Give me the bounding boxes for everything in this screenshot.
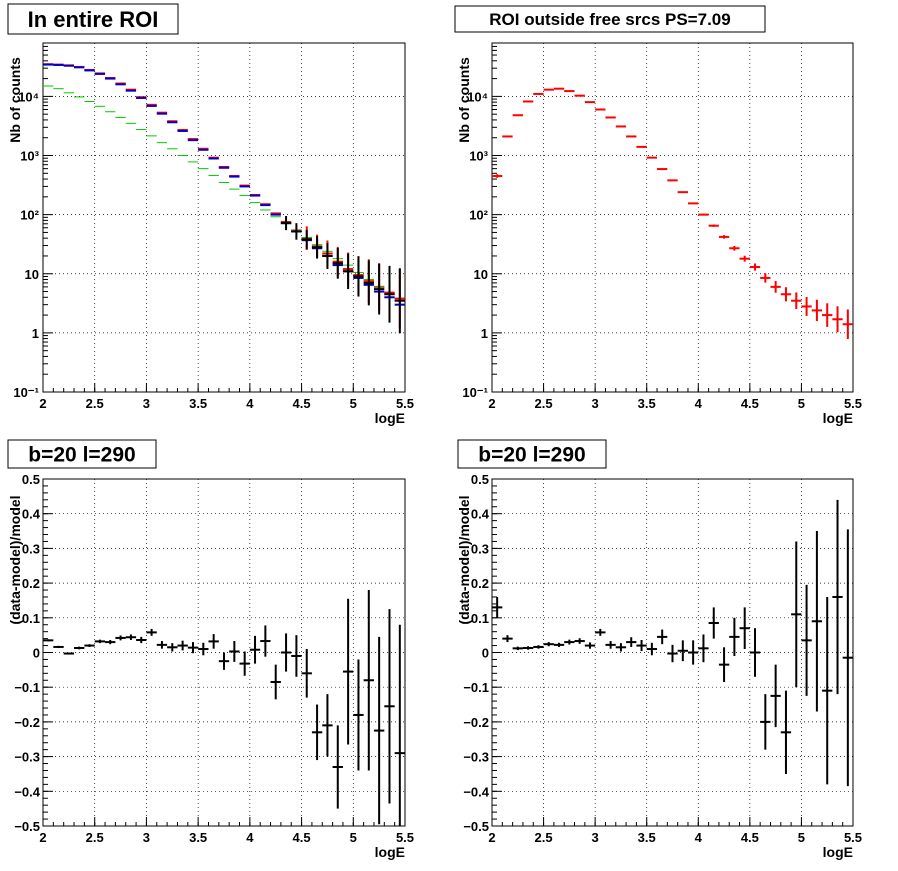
x-tick-label: 2 <box>488 396 495 411</box>
y-tick-label: −0.4 <box>14 784 40 799</box>
x-tick-label: 3.5 <box>189 830 207 845</box>
x-tick-label: 3.5 <box>638 830 656 845</box>
y-axis-label: Nb of counts <box>456 57 472 143</box>
x-tick-label: 5 <box>798 830 805 845</box>
y-axis-label: Nb of counts <box>7 57 23 143</box>
y-tick-label: 10⁻¹ <box>13 385 39 400</box>
x-tick-label: 2 <box>39 830 46 845</box>
y-tick-label: 0.1 <box>471 611 489 626</box>
y-tick-label: −0.5 <box>463 819 489 834</box>
y-tick-label: 10 <box>25 267 39 282</box>
y-tick-label: 10⁴ <box>467 89 488 104</box>
title-box <box>7 439 157 469</box>
series-group <box>492 499 853 787</box>
y-tick-label: 0.1 <box>22 611 40 626</box>
x-tick-label: 2.5 <box>535 396 553 411</box>
y-tick-label: 0.5 <box>22 472 40 487</box>
x-tick-label: 2 <box>39 396 46 411</box>
y-tick-label: 1 <box>481 326 488 341</box>
plot-frame <box>491 42 854 393</box>
y-tick-label: 0.3 <box>22 541 40 556</box>
chart-title: b=20 l=290 <box>28 444 135 467</box>
x-tick-label: 4.5 <box>741 830 759 845</box>
y-tick-label: −0.3 <box>14 750 40 765</box>
x-tick-label: 4 <box>246 396 254 411</box>
y-tick-label: 0.4 <box>471 507 490 522</box>
y-tick-label: 0.3 <box>471 541 489 556</box>
x-tick-label: 4.5 <box>293 830 311 845</box>
series-group <box>492 87 853 340</box>
y-tick-label: −0.1 <box>14 680 40 695</box>
chart-panel-2: 2 2.5 3 3.5 4 4.5 5 5.5 10⁻¹ 1 10 10² 10³ 10⁴ ROI outs… <box>454 5 862 426</box>
x-tick-label: 5 <box>798 396 805 411</box>
y-axis-label: (data-model)/model <box>456 495 472 624</box>
x-tick-label: 5 <box>350 396 357 411</box>
y-tick-label: 10³ <box>20 149 39 164</box>
plot-frame <box>42 42 406 393</box>
x-tick-label: 2.5 <box>86 830 104 845</box>
x-tick-label: 3 <box>143 396 150 411</box>
y-tick-label: 0 <box>33 646 40 661</box>
y-tick-label: 0.5 <box>471 472 489 487</box>
x-tick-label: 4.5 <box>741 396 759 411</box>
title-box <box>7 3 179 35</box>
x-axis-label: logE <box>375 410 405 426</box>
y-tick-label: 0.4 <box>22 507 41 522</box>
x-tick-label: 5.5 <box>396 396 414 411</box>
y-tick-label: 10⁻¹ <box>462 385 488 400</box>
x-tick-label: 4 <box>695 396 703 411</box>
x-tick-label: 2.5 <box>86 396 104 411</box>
y-tick-label: −0.1 <box>463 680 489 695</box>
y-tick-label: 0.2 <box>471 576 489 591</box>
series-1 <box>43 590 405 826</box>
chart-panel-4: 2 2.5 3 3.5 4 4.5 5 5.5 −0.5 −0.4 −0.3 −0.2 −0.1 0 0.1… <box>456 439 862 860</box>
y-tick-label: 10⁴ <box>18 89 39 104</box>
y-tick-label: −0.3 <box>463 750 489 765</box>
series-4 <box>280 215 405 334</box>
x-tick-label: 4 <box>246 830 254 845</box>
series-1 <box>492 499 853 787</box>
series-group <box>43 63 405 334</box>
x-tick-label: 3.5 <box>189 396 207 411</box>
series-group <box>43 590 405 826</box>
chart-panel-3: 2 2.5 3 3.5 4 4.5 5 5.5 −0.5 −0.4 −0.3 −0.2 −0.1 0 0.1… <box>7 439 414 860</box>
chart-title: ROI outside free srcs PS=7.09 <box>489 10 730 29</box>
y-tick-label: −0.5 <box>14 819 40 834</box>
x-tick-label: 4 <box>695 830 703 845</box>
y-tick-label: 1 <box>32 326 39 341</box>
x-axis-label: logE <box>375 844 405 860</box>
y-tick-label: 10³ <box>469 149 488 164</box>
title-box <box>454 5 766 33</box>
x-tick-label: 3 <box>592 830 599 845</box>
x-tick-label: 3 <box>592 396 599 411</box>
title-box <box>457 439 607 469</box>
y-tick-label: −0.2 <box>14 715 40 730</box>
y-tick-label: 10² <box>469 208 488 223</box>
x-axis-label: logE <box>823 410 853 426</box>
chart-title: b=20 l=290 <box>478 444 585 467</box>
y-tick-label: −0.2 <box>463 715 489 730</box>
y-tick-label: 0.2 <box>22 576 40 591</box>
x-tick-label: 5 <box>350 830 357 845</box>
x-tick-label: 5.5 <box>396 830 414 845</box>
x-tick-label: 2.5 <box>535 830 553 845</box>
x-tick-label: 5.5 <box>844 396 862 411</box>
y-tick-label: 10 <box>474 267 488 282</box>
y-tick-label: 0 <box>482 646 489 661</box>
x-tick-label: 3.5 <box>638 396 656 411</box>
x-tick-label: 5.5 <box>844 830 862 845</box>
chart-title: In entire ROI <box>28 7 159 32</box>
y-tick-label: −0.4 <box>463 784 489 799</box>
x-tick-label: 3 <box>143 830 150 845</box>
x-tick-label: 2 <box>488 830 495 845</box>
x-tick-label: 4.5 <box>293 396 311 411</box>
y-axis-label: (data-model)/model <box>7 495 23 624</box>
y-tick-label: 10² <box>20 208 39 223</box>
x-axis-label: logE <box>823 844 853 860</box>
series-1 <box>492 87 853 340</box>
chart-panel-1: 2 2.5 3 3.5 4 4.5 5 5.5 10⁻¹ 1 10 10² 10³ 10⁴ In entir… <box>7 3 414 426</box>
